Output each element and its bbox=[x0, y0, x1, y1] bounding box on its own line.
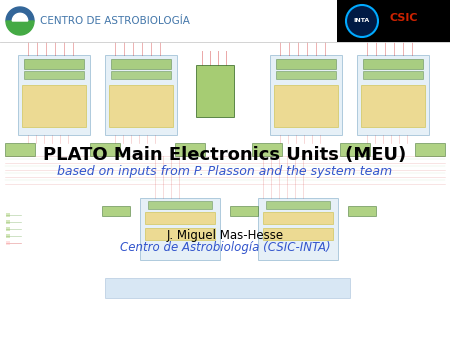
Bar bbox=[24, 71, 84, 79]
Polygon shape bbox=[12, 13, 28, 21]
Polygon shape bbox=[6, 21, 34, 35]
Bar bbox=[175, 143, 205, 156]
Bar bbox=[109, 86, 173, 127]
Bar bbox=[337, 0, 450, 42]
Bar bbox=[111, 71, 171, 79]
Bar bbox=[263, 228, 333, 240]
Bar bbox=[363, 59, 423, 69]
Bar bbox=[270, 55, 342, 135]
Bar bbox=[276, 71, 336, 79]
Bar bbox=[357, 55, 429, 135]
Bar bbox=[102, 206, 130, 216]
Bar bbox=[252, 143, 282, 156]
Bar bbox=[6, 220, 10, 224]
Bar bbox=[361, 86, 425, 127]
Bar bbox=[340, 143, 370, 156]
Bar bbox=[266, 201, 330, 209]
Bar bbox=[415, 143, 445, 156]
Bar bbox=[105, 278, 350, 298]
Bar bbox=[258, 198, 338, 260]
Text: CENTRO DE ASTROBIOLOGÍA: CENTRO DE ASTROBIOLOGÍA bbox=[40, 16, 190, 26]
Bar bbox=[22, 86, 86, 127]
Bar bbox=[196, 65, 234, 117]
Bar bbox=[140, 198, 220, 260]
Bar bbox=[6, 213, 10, 217]
Text: PLATO Main Electronics Units (MEU): PLATO Main Electronics Units (MEU) bbox=[43, 146, 407, 164]
Text: CSIC: CSIC bbox=[390, 13, 418, 23]
Text: Centro de Astrobiología (CSIC-INTA): Centro de Astrobiología (CSIC-INTA) bbox=[120, 241, 330, 255]
Bar bbox=[105, 55, 177, 135]
Bar bbox=[5, 143, 35, 156]
Bar bbox=[0, 0, 450, 42]
Text: based on inputs from P. Plasson and the system team: based on inputs from P. Plasson and the … bbox=[58, 166, 392, 178]
Bar bbox=[90, 143, 120, 156]
Bar bbox=[274, 86, 338, 127]
Bar bbox=[6, 234, 10, 238]
Bar bbox=[6, 241, 10, 245]
Circle shape bbox=[346, 5, 378, 37]
Bar bbox=[18, 55, 90, 135]
Text: INTA: INTA bbox=[354, 19, 370, 24]
Polygon shape bbox=[6, 7, 34, 21]
Circle shape bbox=[6, 7, 34, 35]
Bar bbox=[263, 212, 333, 224]
Bar bbox=[111, 59, 171, 69]
Bar bbox=[348, 206, 376, 216]
Bar bbox=[363, 71, 423, 79]
Bar bbox=[145, 212, 215, 224]
Bar bbox=[6, 227, 10, 231]
Bar bbox=[24, 59, 84, 69]
Bar bbox=[145, 228, 215, 240]
Bar bbox=[276, 59, 336, 69]
Bar bbox=[148, 201, 212, 209]
Bar bbox=[230, 206, 258, 216]
Text: J. Miguel Mas-Hesse: J. Miguel Mas-Hesse bbox=[166, 228, 284, 241]
